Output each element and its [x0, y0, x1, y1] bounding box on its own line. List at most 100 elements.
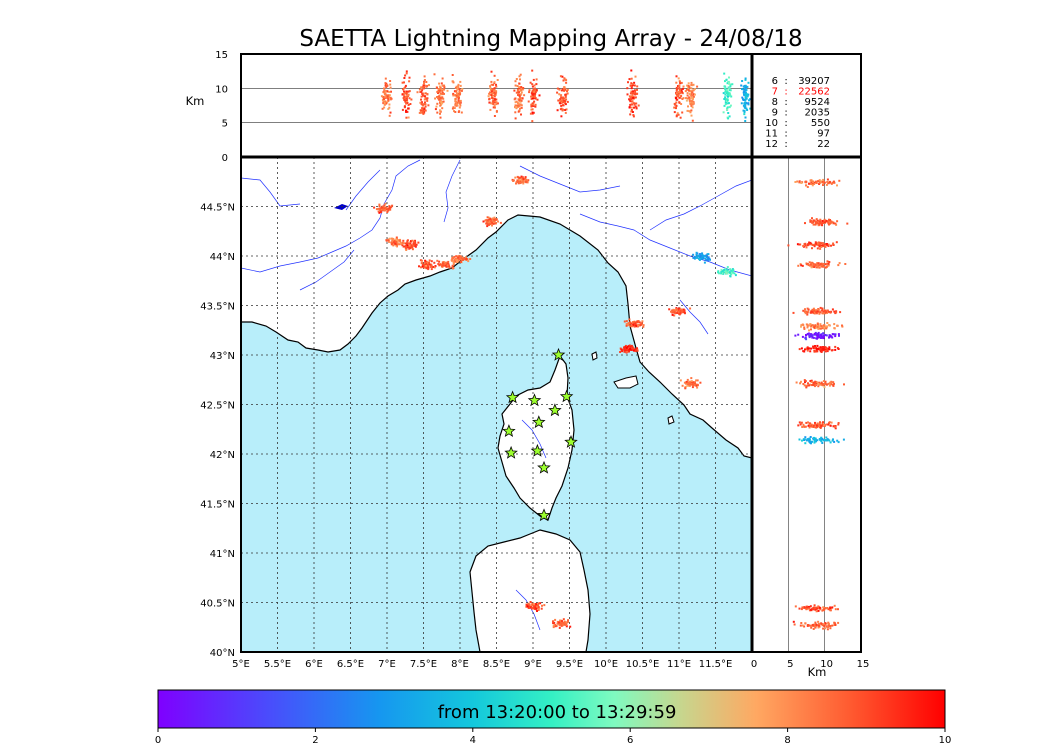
map-source-cluster [552, 618, 572, 629]
side-source-point [813, 604, 816, 607]
top-source-point [518, 95, 521, 97]
map-source-point [491, 224, 493, 227]
top-source-point [636, 88, 638, 91]
side-source-point [817, 224, 820, 227]
side-source-point [838, 262, 841, 265]
map-source-point [726, 272, 729, 275]
top-source-point [728, 82, 731, 85]
map-y-tick-label: 44°N [210, 252, 235, 263]
side-source-point [822, 606, 825, 609]
side-source-point [809, 311, 812, 314]
top-source-point [675, 92, 678, 95]
map-source-point [720, 270, 723, 273]
top-panel-background [241, 54, 752, 157]
map-source-point [519, 182, 522, 184]
map-source-cluster [668, 307, 692, 317]
side-source-point [801, 439, 803, 442]
top-source-point [518, 103, 521, 106]
top-source-point [729, 104, 732, 107]
map-source-point [393, 239, 396, 242]
map-source-cluster [373, 202, 394, 214]
top-source-point [495, 103, 498, 106]
side-source-point [843, 383, 845, 386]
top-source-point [440, 101, 443, 104]
side-source-point [815, 311, 818, 313]
map-y-tick-label: 42.5°N [200, 401, 235, 412]
top-source-point [454, 102, 457, 105]
top-source-point [384, 90, 387, 93]
map-source-point [552, 626, 555, 629]
side-source-point [819, 327, 822, 330]
top-source-point [492, 106, 495, 109]
map-source-point [692, 253, 695, 256]
top-source-point [724, 101, 727, 104]
top-source-point [388, 103, 391, 106]
map-x-ticks: 5°E 5.5°E 6°E 6.5°E 7°E 7.5°E 8°E 8.5°E 9°E 9.5°E… [232, 659, 732, 670]
side-source-point [819, 218, 822, 221]
side-source-point [814, 621, 817, 624]
top-source-point [563, 100, 566, 103]
top-source-point [487, 95, 490, 98]
top-source-point [681, 87, 684, 90]
top-source-point [688, 86, 691, 89]
top-source-point [389, 86, 392, 89]
side-source-point [803, 625, 806, 628]
top-source-cluster [684, 81, 699, 122]
top-source-point [434, 97, 437, 100]
side-source-point [808, 347, 811, 350]
map-source-point [725, 272, 728, 275]
side-source-point [804, 180, 807, 183]
top-source-point [564, 103, 567, 106]
side-source-cluster [800, 322, 844, 332]
map-source-point [424, 261, 427, 264]
map-source-point [485, 222, 488, 225]
top-source-point [629, 92, 632, 95]
top-source-point [692, 89, 695, 92]
map-source-point [511, 178, 514, 181]
map-source-point [379, 207, 382, 210]
top-source-point [726, 106, 729, 109]
top-source-point [424, 101, 426, 104]
side-source-point [829, 334, 831, 337]
top-source-point [531, 112, 534, 115]
top-source-point [455, 100, 458, 103]
side-source-point [821, 307, 824, 310]
side-source-point [804, 310, 806, 313]
map-source-point [734, 274, 737, 277]
side-source-point [834, 222, 837, 225]
top-source-point [456, 92, 458, 95]
map-source-cluster [402, 239, 420, 251]
map-x-tick-label: 9.5°E [556, 659, 583, 670]
top-source-point [384, 83, 387, 86]
colorbar: from 13:20:00 to 13:29:59 0 2 4 6 8 10 [155, 689, 951, 746]
map-source-point [632, 349, 635, 352]
top-source-point [492, 83, 495, 86]
top-source-point [629, 103, 632, 106]
map-source-point [721, 272, 724, 275]
side-source-point [819, 346, 822, 349]
side-source-point [836, 184, 838, 187]
map-source-point [698, 254, 701, 257]
map-source-point [437, 263, 440, 265]
top-source-point [490, 95, 493, 98]
side-source-point [827, 423, 830, 426]
map-source-point [413, 240, 416, 243]
top-source-point [740, 84, 743, 87]
side-source-point [806, 307, 809, 310]
map-source-point [408, 247, 411, 250]
side-panel-gridlines [788, 157, 825, 652]
top-source-point [518, 82, 521, 85]
top-source-point [531, 120, 534, 123]
top-source-point [402, 97, 405, 100]
map-gridlines [241, 157, 752, 652]
map-source-point [379, 208, 382, 211]
top-source-point [742, 99, 745, 101]
side-source-point [808, 607, 811, 610]
latitude-altitude-panel: 0 5 10 15 Km [751, 157, 869, 679]
side-source-point [810, 440, 813, 443]
map-source-point [537, 605, 540, 608]
map-source-point [552, 624, 555, 627]
side-source-point [811, 184, 814, 187]
map-panel: 5°E 5.5°E 6°E 6.5°E 7°E 7.5°E 8°E 8.5°E 9°E 9.5°E… [200, 157, 752, 670]
side-source-point [817, 385, 820, 388]
